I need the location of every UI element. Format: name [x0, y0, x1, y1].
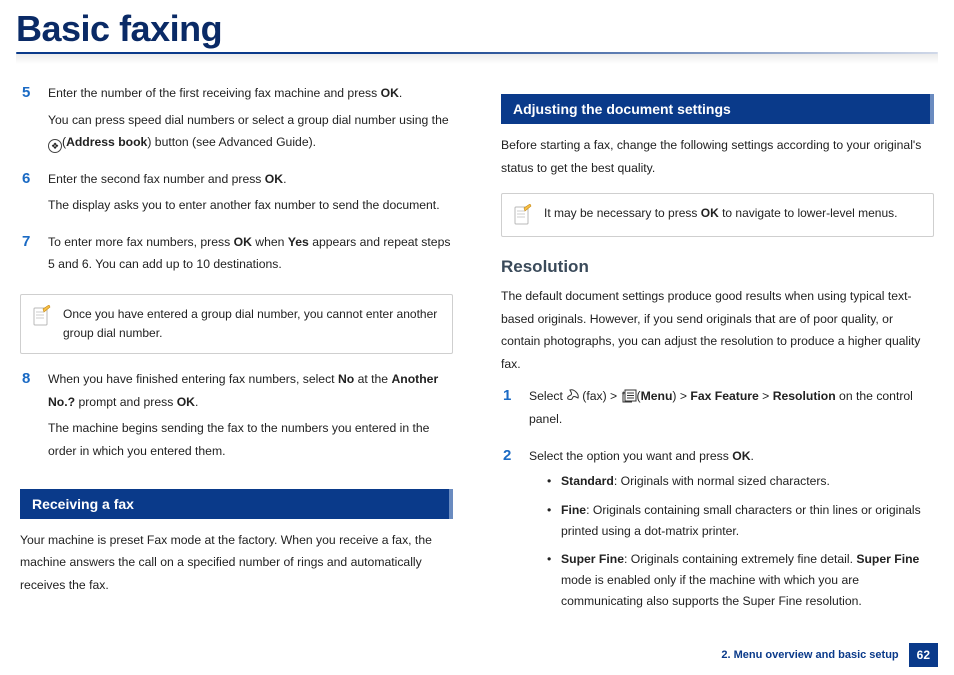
content-columns: 5Enter the number of the first receiving… [0, 72, 954, 621]
paragraph: Your machine is preset Fax mode at the f… [20, 529, 453, 597]
step-number: 5 [22, 82, 36, 158]
title-block: Basic faxing [0, 0, 954, 64]
step-number: 8 [22, 368, 36, 466]
step-body: To enter more fax numbers, press OK when… [48, 231, 457, 280]
paragraph: The default document settings produce go… [501, 285, 934, 375]
title-shadow [16, 54, 938, 64]
step-1: 1Select (fax) > ✶(Menu) > Fax Feature > … [503, 385, 938, 434]
step-body: Select the option you want and press OK.… [529, 445, 938, 620]
note-text: It may be necessary to press OK to navig… [544, 204, 898, 223]
step-number: 1 [503, 385, 517, 434]
step-number: 6 [22, 168, 36, 221]
footer: 2. Menu overview and basic setup 62 [721, 643, 938, 667]
svg-text:✶: ✶ [621, 390, 626, 397]
options-list: Standard: Originals with normal sized ch… [547, 471, 938, 611]
step-number: 2 [503, 445, 517, 620]
step-body: Enter the second fax number and press OK… [48, 168, 440, 221]
footer-page: 62 [909, 643, 938, 667]
note-icon [514, 204, 532, 226]
step-body: Enter the number of the first receiving … [48, 82, 457, 158]
step-7: 7To enter more fax numbers, press OK whe… [22, 231, 457, 280]
note-text: Once you have entered a group dial numbe… [63, 305, 440, 343]
step-6: 6Enter the second fax number and press O… [22, 168, 457, 221]
note-box: It may be necessary to press OK to navig… [501, 193, 934, 237]
right-column: Adjusting the document settings Before st… [497, 72, 938, 621]
page-title: Basic faxing [0, 0, 954, 50]
footer-label: 2. Menu overview and basic setup [721, 649, 898, 661]
left-column: 5Enter the number of the first receiving… [16, 72, 457, 621]
paragraph: Before starting a fax, change the follow… [501, 134, 934, 179]
step-number: 7 [22, 231, 36, 280]
step-body: Select (fax) > ✶(Menu) > Fax Feature > R… [529, 385, 938, 434]
step-5: 5Enter the number of the first receiving… [22, 82, 457, 158]
note-icon [33, 305, 51, 327]
step-8: 8When you have finished entering fax num… [22, 368, 457, 466]
section-bar: Adjusting the document settings [501, 94, 934, 124]
step-2: 2Select the option you want and press OK… [503, 445, 938, 620]
note-box: Once you have entered a group dial numbe… [20, 294, 453, 354]
step-body: When you have finished entering fax numb… [48, 368, 457, 466]
subhead-resolution: Resolution [501, 257, 934, 277]
section-bar: Receiving a fax [20, 489, 453, 519]
